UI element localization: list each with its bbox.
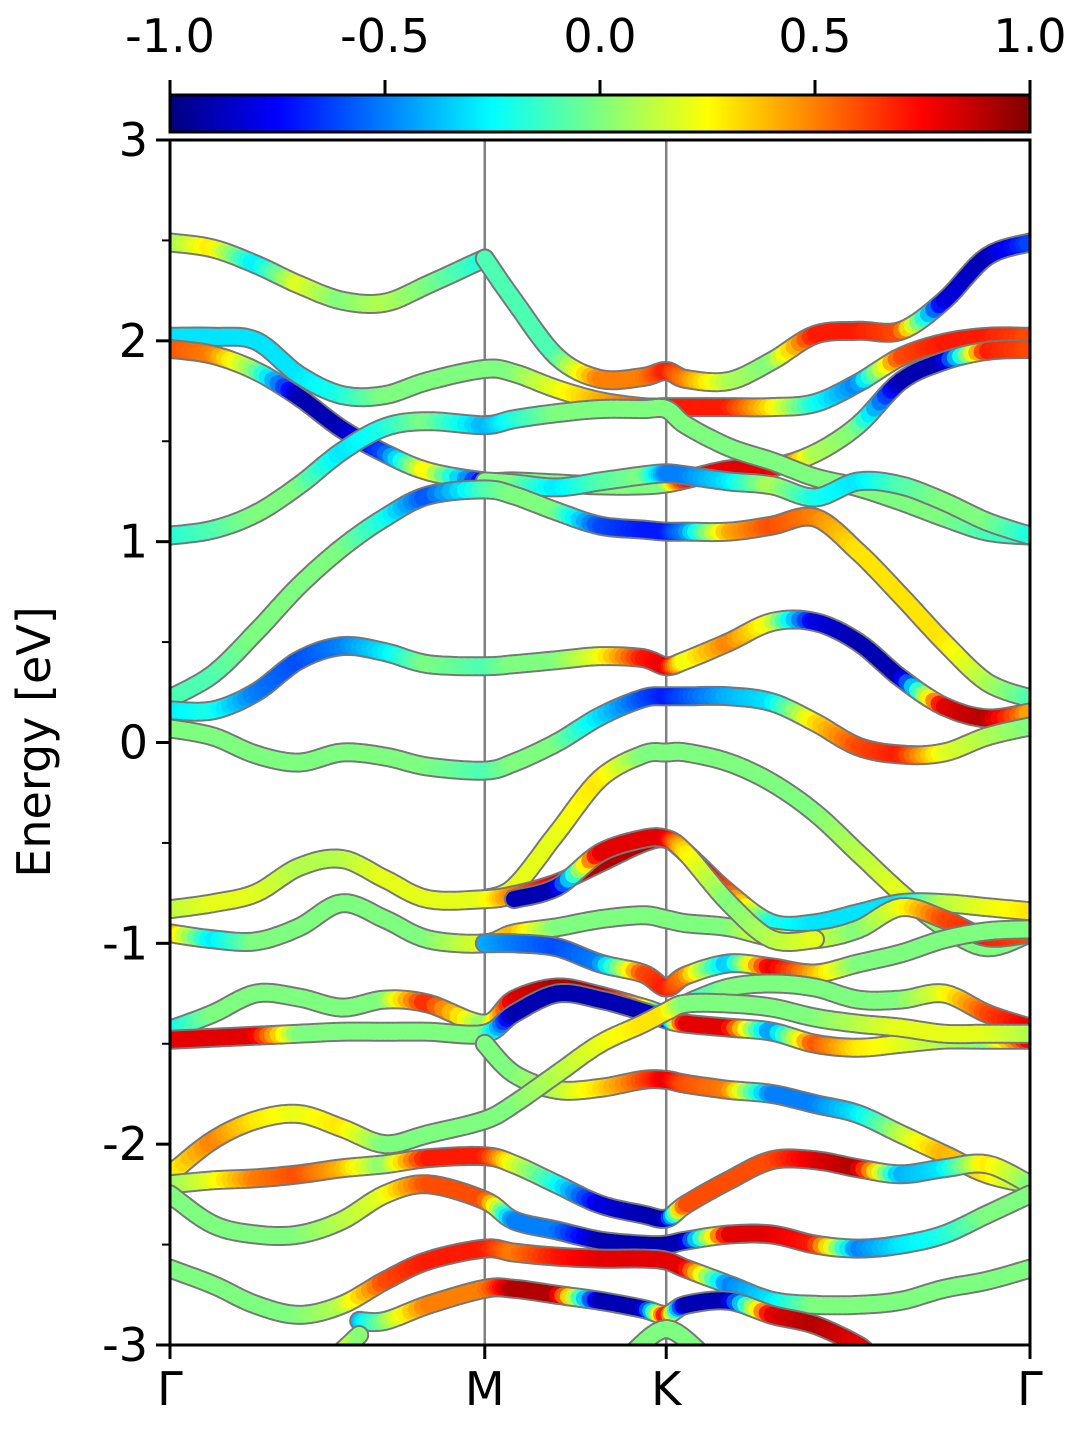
band-segment	[855, 1340, 871, 1345]
colorbar-tick-label: 0.0	[563, 9, 636, 63]
band-segment	[338, 1353, 340, 1355]
band	[474, 463, 1030, 546]
x-tick-label: M	[465, 1362, 505, 1416]
colorbar-gradient	[168, 93, 1032, 134]
x-tick-label: Γ	[1017, 1362, 1043, 1416]
y-tick-label: -2	[102, 1117, 148, 1171]
band-segment	[336, 1340, 353, 1345]
colorbar: -1.0 -0.5 0.0 0.5 1.0	[125, 9, 1067, 134]
band	[504, 827, 825, 952]
band	[170, 685, 1030, 781]
band	[170, 992, 1030, 1185]
y-tick-label: 3	[119, 113, 148, 167]
band-segment	[349, 1327, 368, 1345]
band	[474, 1033, 1030, 1195]
y-tick-label: -1	[102, 916, 148, 970]
band	[474, 232, 1030, 393]
colorbar-tick-label: 0.5	[778, 9, 851, 63]
band-segment	[853, 1338, 871, 1345]
band-segment	[860, 1343, 871, 1345]
colorbar-ticks: -1.0 -0.5 0.0 0.5 1.0	[125, 9, 1067, 95]
band	[170, 397, 1030, 546]
band	[170, 1174, 1030, 1259]
band-segment	[868, 1354, 869, 1355]
x-tick-label: K	[651, 1362, 683, 1416]
band-segment	[689, 1341, 704, 1345]
band	[170, 1145, 1030, 1229]
y-axis-title: Energy [eV]	[7, 606, 61, 877]
y-tick-label: 0	[119, 716, 148, 770]
band	[626, 1318, 707, 1345]
band	[474, 919, 1030, 998]
band	[170, 479, 1030, 709]
bands	[170, 232, 1030, 1355]
colorbar-tick-label: 1.0	[993, 9, 1066, 63]
y-tick-label: 2	[119, 314, 148, 368]
band-segment	[863, 1344, 870, 1345]
band-segment	[858, 1341, 872, 1345]
plot-area: 3 2 1 0 -1 -2 -3 Γ M K Γ	[102, 113, 1043, 1416]
band-segment	[867, 1354, 868, 1355]
band	[170, 609, 1030, 729]
band-segment	[630, 1344, 636, 1345]
band-segment	[629, 1341, 644, 1345]
colorbar-tick-label: -1.0	[125, 9, 215, 63]
band-segment	[698, 1344, 703, 1345]
colorbar-tick-label: -0.5	[340, 9, 430, 63]
band-segment	[336, 1343, 348, 1345]
y-axis-ticks: 3 2 1 0 -1 -2 -3	[102, 113, 170, 1372]
x-tick-label: Γ	[157, 1362, 183, 1416]
band	[349, 1277, 874, 1355]
y-tick-label: 1	[119, 515, 148, 569]
band	[170, 1238, 1030, 1325]
y-tick-label: -3	[102, 1318, 148, 1372]
